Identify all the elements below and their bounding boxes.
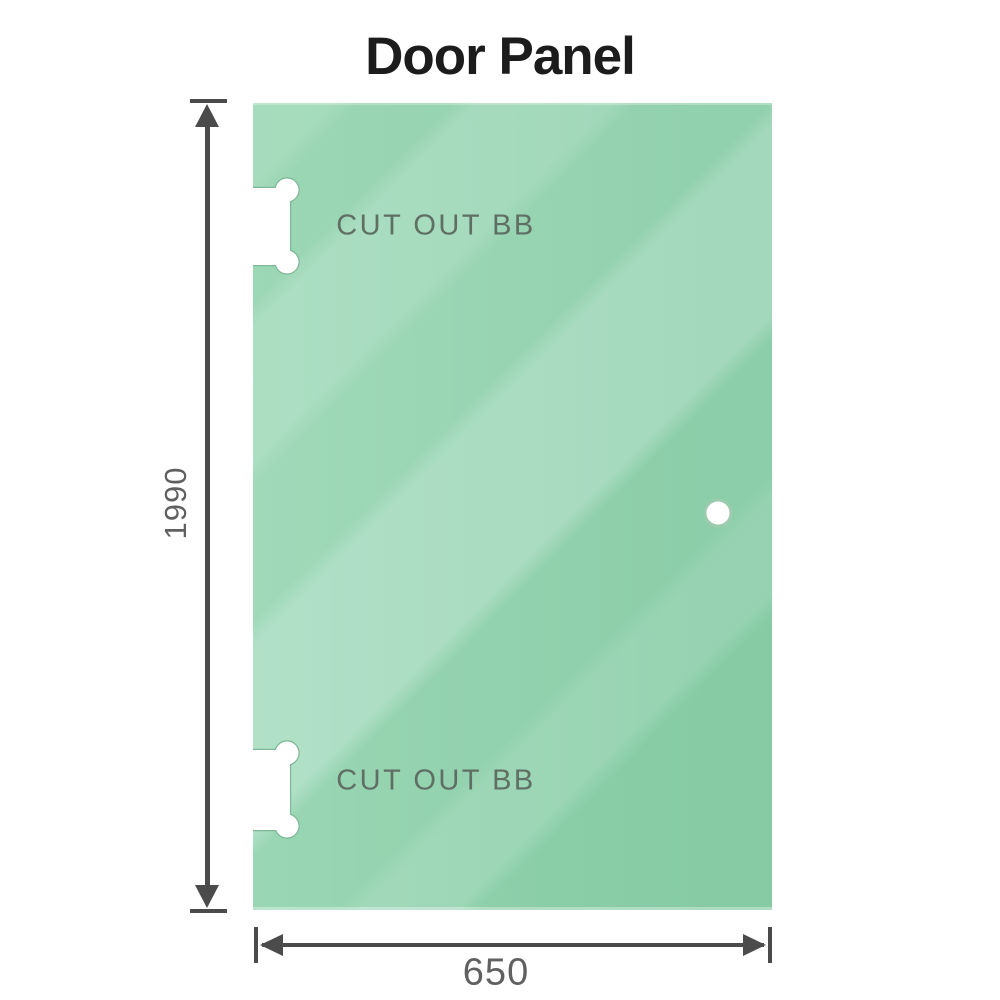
glass-panel: CUT OUT BB CUT OUT BB <box>253 103 772 910</box>
dimension-bottom-cap <box>190 909 227 913</box>
panel-cutouts-layer <box>253 177 733 839</box>
width-dimension-label: 650 <box>462 951 530 994</box>
dimension-arrow-down-icon <box>195 885 219 908</box>
dimension-top-cap <box>190 99 227 103</box>
handle-hole-icon <box>703 498 733 528</box>
dimension-right-cap <box>768 927 772 963</box>
top-hinge-cutout-icon <box>253 177 300 275</box>
dimension-vertical-line <box>205 118 210 890</box>
dimension-arrow-up-icon <box>195 104 219 127</box>
bottom-cutout-label: CUT OUT BB <box>336 764 536 797</box>
dimension-horizontal-line <box>262 943 764 947</box>
dimension-left-cap <box>254 927 258 963</box>
dimension-arrow-right-icon <box>743 934 766 956</box>
height-dimension-label: 1990 <box>158 466 193 540</box>
page-title: Door Panel <box>365 27 636 86</box>
top-cutout-label: CUT OUT BB <box>336 209 536 242</box>
bottom-hinge-cutout-icon <box>253 740 300 839</box>
